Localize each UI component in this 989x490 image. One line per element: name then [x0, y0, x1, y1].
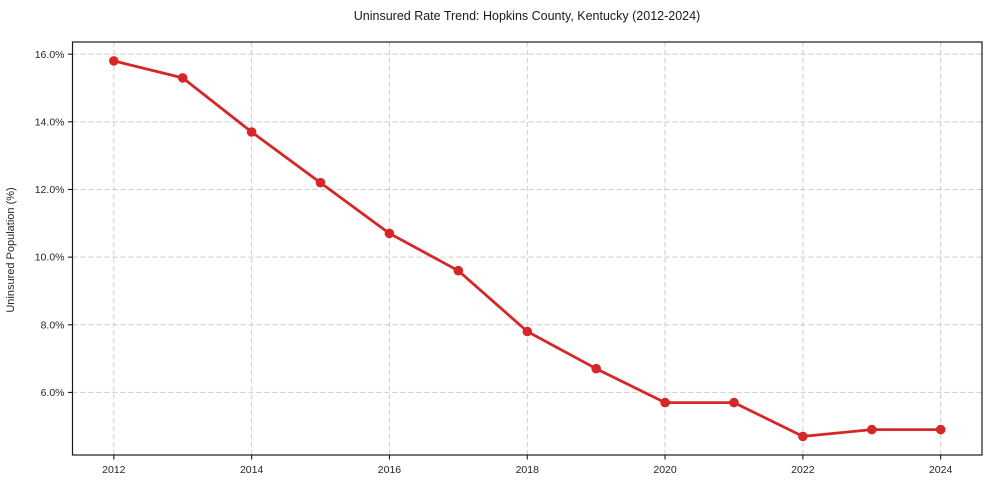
- y-tick-label: 10.0%: [35, 252, 65, 264]
- data-point: [729, 397, 739, 408]
- y-tick-label: 14.0%: [35, 116, 65, 128]
- x-tick-label: 2018: [516, 464, 540, 476]
- y-tick-label: 12.0%: [35, 184, 65, 196]
- grid-layer: [72, 42, 982, 455]
- series-layer: [109, 56, 946, 442]
- tick-layer: 2012 2014 2016 2018 2020 2022 2024 6.0% 8.0% 10.0…: [35, 49, 953, 476]
- data-point: [315, 177, 326, 188]
- x-tick-label: 2024: [929, 464, 953, 476]
- y-tick-label: 16.0%: [35, 49, 65, 61]
- x-tick-label: 2012: [102, 464, 126, 476]
- data-point: [660, 397, 670, 408]
- data-point: [522, 326, 533, 337]
- data-point: [177, 73, 188, 83]
- data-point: [384, 228, 395, 239]
- data-point: [867, 424, 877, 435]
- y-axis-label: Uninsured Population (%): [5, 187, 17, 312]
- data-point: [591, 363, 601, 374]
- plot-border: [71, 41, 983, 456]
- data-point: [246, 127, 257, 137]
- data-point: [935, 424, 946, 435]
- x-tick-label: 2016: [378, 464, 402, 476]
- data-point: [109, 56, 119, 66]
- x-tick-label: 2020: [653, 464, 677, 476]
- y-tick-label: 6.0%: [41, 387, 65, 399]
- data-point: [798, 431, 808, 442]
- y-tick-label: 8.0%: [41, 319, 65, 331]
- data-point: [453, 265, 464, 276]
- x-tick-label: 2014: [240, 464, 264, 476]
- chart-title: Uninsured Rate Trend: Hopkins County, Ke…: [354, 9, 700, 23]
- x-tick-label: 2022: [791, 464, 815, 476]
